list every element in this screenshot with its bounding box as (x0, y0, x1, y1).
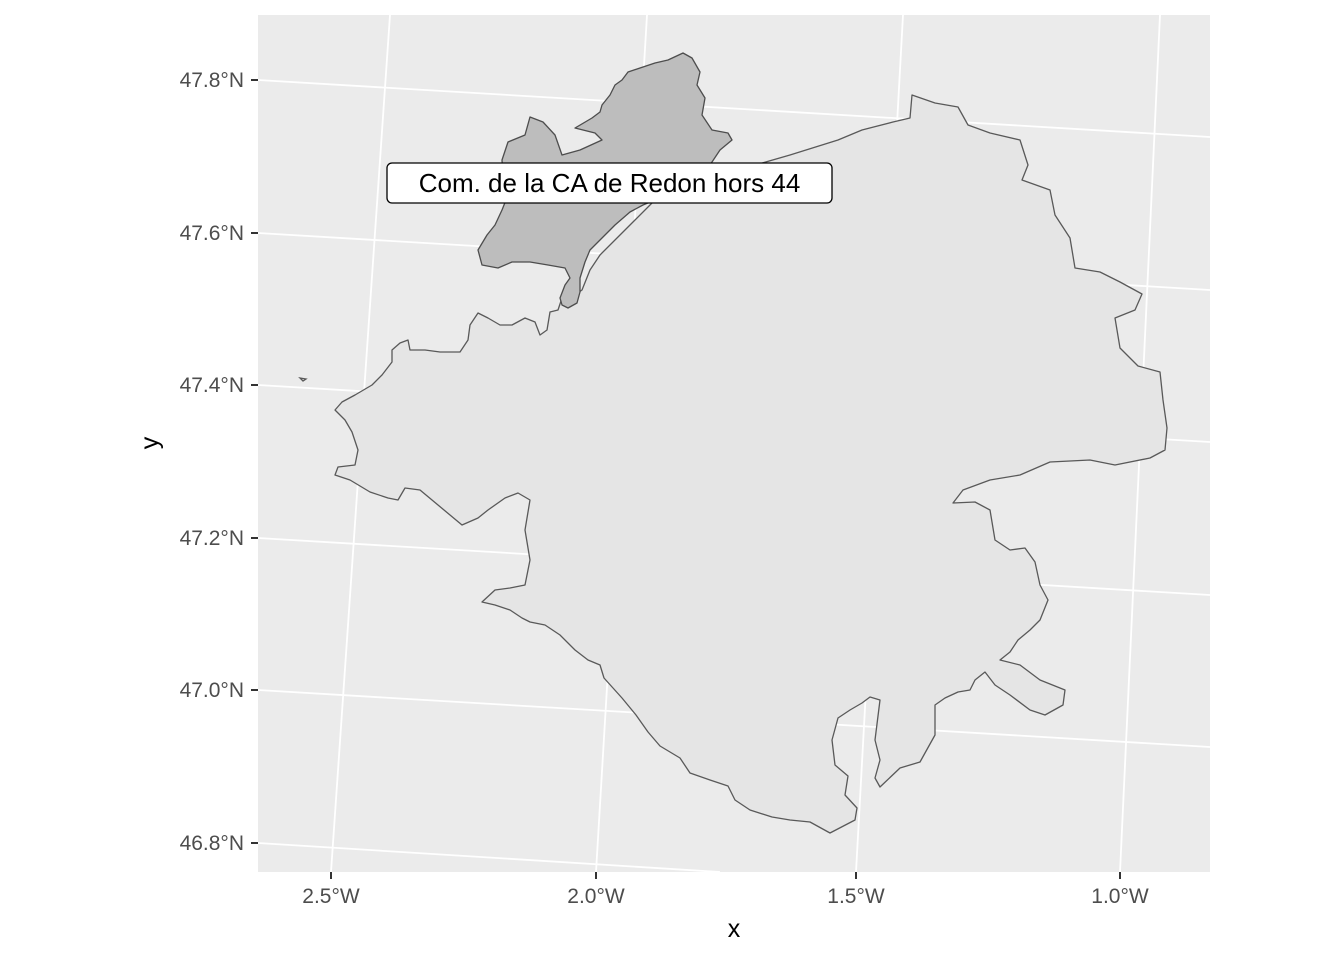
parallel-47.8n (257, 79, 1211, 138)
region-label: Com. de la CA de Redon hors 44 (386, 162, 833, 204)
x-tick-label: 1.5°W (827, 885, 885, 908)
x-tick-label: 1.0°W (1091, 885, 1149, 908)
y-axis: 47.8°N 47.6°N 47.4°N 47.2°N 47.0°N 46.8°… (180, 69, 258, 855)
x-axis-title: x (728, 915, 741, 943)
region-label-box (386, 162, 833, 204)
y-tick-label: 47.2°N (180, 527, 244, 550)
y-tick-label: 47.0°N (180, 679, 244, 702)
y-tick-label: 46.8°N (180, 832, 244, 855)
y-tick-label: 47.4°N (180, 374, 244, 397)
y-axis-title: y (136, 436, 164, 449)
parallel-46.8n (257, 842, 721, 873)
region-label-text: Com. de la CA de Redon hors 44 (419, 168, 801, 198)
y-tick-label: 47.6°N (180, 222, 244, 245)
y-tick-label: 47.8°N (180, 69, 244, 92)
x-axis: 2.5°W 2.0°W 1.5°W 1.0°W (302, 872, 1149, 908)
main-region (334, 94, 1168, 834)
x-tick-label: 2.5°W (302, 885, 360, 908)
x-tick-label: 2.0°W (567, 885, 625, 908)
islet (298, 377, 308, 382)
